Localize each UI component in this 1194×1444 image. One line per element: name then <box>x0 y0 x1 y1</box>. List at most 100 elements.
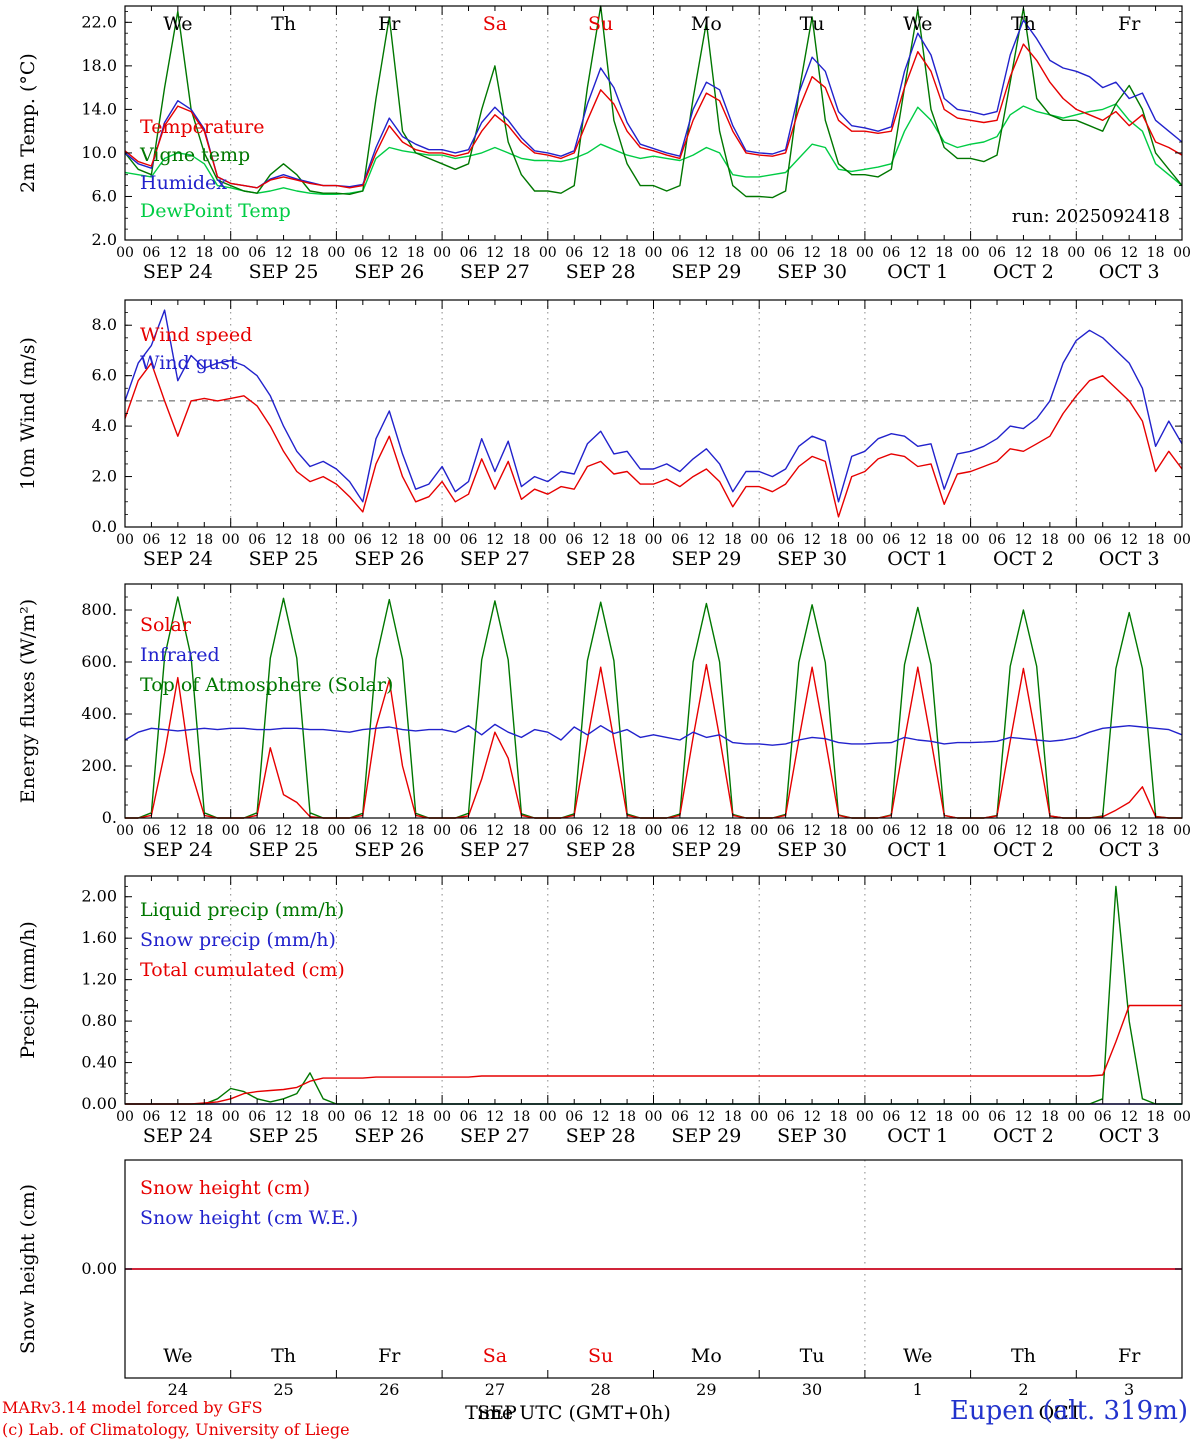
dow-label: Th <box>271 1345 296 1367</box>
day-number: 30 <box>802 1380 822 1399</box>
hour-label: 00 <box>327 1109 345 1125</box>
time-axis-label: Time UTC (GMT+0h) <box>465 1402 671 1424</box>
hour-label: 00 <box>1173 532 1191 548</box>
hour-label: 06 <box>354 823 372 839</box>
hour-label: 12 <box>1120 1109 1138 1125</box>
hour-label: 06 <box>460 532 478 548</box>
hour-label: 00 <box>645 532 663 548</box>
hour-label: 12 <box>380 1109 398 1125</box>
hour-label: 00 <box>645 245 663 261</box>
hour-label: 18 <box>407 823 425 839</box>
hour-label: 18 <box>195 532 213 548</box>
y-tick-label: 8.0 <box>92 315 117 334</box>
hour-label: 06 <box>988 1109 1006 1125</box>
hour-label: 12 <box>380 823 398 839</box>
hour-label: 18 <box>830 532 848 548</box>
hour-label: 18 <box>195 823 213 839</box>
hour-label: 00 <box>222 245 240 261</box>
dow-label: Th <box>1011 1345 1036 1367</box>
dow-label: Sa <box>483 13 507 35</box>
date-label: SEP 26 <box>354 548 424 570</box>
month-label-oct: OCT <box>1038 1402 1082 1424</box>
y-tick-label: 2.0 <box>92 230 117 249</box>
hour-label: 00 <box>433 532 451 548</box>
legend-total-cumulated-cm: Total cumulated (cm) <box>140 959 345 981</box>
model-credit: MARv3.14 model forced by GFS <box>2 1398 263 1417</box>
date-label: SEP 24 <box>143 548 213 570</box>
hour-label: 00 <box>1173 245 1191 261</box>
hour-label: 18 <box>512 823 530 839</box>
date-label: SEP 25 <box>249 1125 319 1147</box>
hour-label: 06 <box>1094 532 1112 548</box>
date-label: SEP 28 <box>566 548 636 570</box>
date-label: OCT 1 <box>887 548 948 570</box>
hour-label: 18 <box>935 245 953 261</box>
series-top-of-atmosphere-solar <box>125 596 1182 819</box>
legend-infrared: Infrared <box>140 644 220 666</box>
legend-solar: Solar <box>140 614 192 636</box>
series-dewpoint-temp <box>124 103 1183 196</box>
hour-label: 18 <box>301 1109 319 1125</box>
hour-label: 12 <box>592 532 610 548</box>
date-label: SEP 24 <box>143 261 213 283</box>
legend-temperature: Temperature <box>140 116 264 138</box>
hour-label: 00 <box>1173 823 1191 839</box>
hour-label: 12 <box>169 823 187 839</box>
hour-label: 06 <box>882 823 900 839</box>
day-number: 28 <box>590 1380 610 1399</box>
date-label: SEP 27 <box>460 261 530 283</box>
hour-label: 06 <box>565 823 583 839</box>
hour-label: 12 <box>169 532 187 548</box>
date-label: SEP 28 <box>566 839 636 861</box>
dow-label: Su <box>588 1345 613 1367</box>
date-label: SEP 27 <box>460 1125 530 1147</box>
hour-label: 18 <box>935 823 953 839</box>
hour-label: 06 <box>460 823 478 839</box>
hour-label: 06 <box>248 532 266 548</box>
hour-label: 06 <box>777 1109 795 1125</box>
hour-label: 12 <box>486 532 504 548</box>
date-label: SEP 30 <box>777 261 847 283</box>
y-tick-label: 0.40 <box>81 1053 117 1072</box>
hour-label: 00 <box>856 532 874 548</box>
dow-label: Fr <box>378 13 401 35</box>
date-label: SEP 30 <box>777 548 847 570</box>
hour-label: 00 <box>539 1109 557 1125</box>
hour-label: 06 <box>460 1109 478 1125</box>
hour-label: 12 <box>909 245 927 261</box>
hour-label: 18 <box>830 823 848 839</box>
hour-label: 12 <box>592 245 610 261</box>
dow-label: Sa <box>483 1345 507 1367</box>
hour-label: 06 <box>354 532 372 548</box>
date-label: SEP 30 <box>777 1125 847 1147</box>
date-label: SEP 24 <box>143 1125 213 1147</box>
hour-label: 18 <box>512 532 530 548</box>
hour-label: 06 <box>143 245 161 261</box>
dow-label: Fr <box>378 1345 401 1367</box>
hour-label: 18 <box>301 245 319 261</box>
y-axis-title: 2m Temp. (°C) <box>17 53 39 193</box>
legend-top-of-atmosphere-solar: Top of Atmosphere (Solar) <box>140 674 393 696</box>
y-axis-title: Precip (mm/h) <box>17 921 39 1059</box>
y-axis-title: Snow height (cm) <box>17 1184 39 1354</box>
hour-label: 12 <box>1120 823 1138 839</box>
y-tick-label: 4.0 <box>92 416 117 435</box>
date-label: OCT 2 <box>993 1125 1054 1147</box>
hour-label: 18 <box>512 1109 530 1125</box>
hour-label: 00 <box>539 823 557 839</box>
hour-label: 00 <box>327 532 345 548</box>
hour-label: 00 <box>116 532 134 548</box>
y-tick-label: 6.0 <box>92 186 117 205</box>
hour-label: 00 <box>1067 1109 1085 1125</box>
hour-label: 12 <box>803 532 821 548</box>
day-number: 27 <box>485 1380 505 1399</box>
hour-label: 12 <box>380 245 398 261</box>
date-label: SEP 28 <box>566 261 636 283</box>
hour-label: 00 <box>750 532 768 548</box>
hour-label: 06 <box>1094 245 1112 261</box>
dow-label: Tu <box>800 1345 825 1367</box>
hour-label: 00 <box>962 245 980 261</box>
date-label: SEP 29 <box>671 548 741 570</box>
day-number: 1 <box>913 1380 923 1399</box>
